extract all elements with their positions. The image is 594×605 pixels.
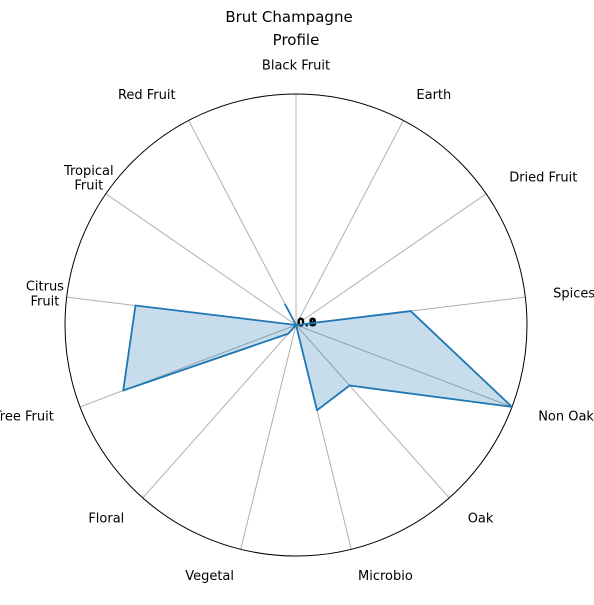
data-point bbox=[287, 332, 290, 335]
radar-spoke bbox=[79, 324, 297, 408]
category-label: Tree Fruit bbox=[0, 409, 54, 424]
series-line bbox=[122, 303, 513, 412]
radar-spoke bbox=[295, 120, 404, 326]
data-point bbox=[122, 389, 125, 392]
category-label: Oak bbox=[468, 511, 494, 526]
radar-frame bbox=[64, 93, 528, 557]
radial-tick-label: 0.2 bbox=[297, 316, 317, 329]
category-label: Black Fruit bbox=[262, 59, 330, 74]
radial-tick-label: 0.4 bbox=[297, 316, 317, 329]
data-point bbox=[511, 406, 513, 408]
data-point bbox=[295, 324, 297, 326]
radar-spoke bbox=[105, 193, 297, 326]
category-label: Non Oak bbox=[538, 409, 594, 424]
category-label: Microbio bbox=[358, 569, 413, 584]
radial-tick-label: 0.0 bbox=[297, 316, 317, 329]
data-point bbox=[134, 304, 137, 307]
chart-title-line1: Brut Champagne bbox=[225, 8, 352, 26]
radar-spoke bbox=[188, 120, 297, 326]
data-point bbox=[348, 384, 351, 387]
radar-spoke bbox=[240, 324, 297, 550]
radar-spoke bbox=[295, 324, 513, 408]
chart-title-line2: Profile bbox=[273, 31, 320, 49]
category-label: Dried Fruit bbox=[509, 170, 577, 185]
radar-spoke bbox=[295, 324, 450, 499]
category-label: Spices bbox=[553, 286, 594, 301]
series-area bbox=[123, 304, 512, 411]
category-label: Citrus Fruit bbox=[26, 279, 64, 309]
radar-spoke bbox=[295, 193, 487, 326]
category-label: Tropical Fruit bbox=[63, 163, 114, 193]
radial-tick-label: 0.6 bbox=[297, 316, 317, 329]
category-label: Vegetal bbox=[185, 569, 234, 584]
data-point bbox=[316, 409, 318, 412]
category-label: Floral bbox=[88, 511, 124, 526]
category-label: Red Fruit bbox=[118, 88, 176, 103]
category-label: Earth bbox=[416, 88, 451, 103]
radar-spoke bbox=[142, 324, 297, 499]
data-point bbox=[284, 303, 287, 306]
data-point bbox=[409, 310, 412, 312]
